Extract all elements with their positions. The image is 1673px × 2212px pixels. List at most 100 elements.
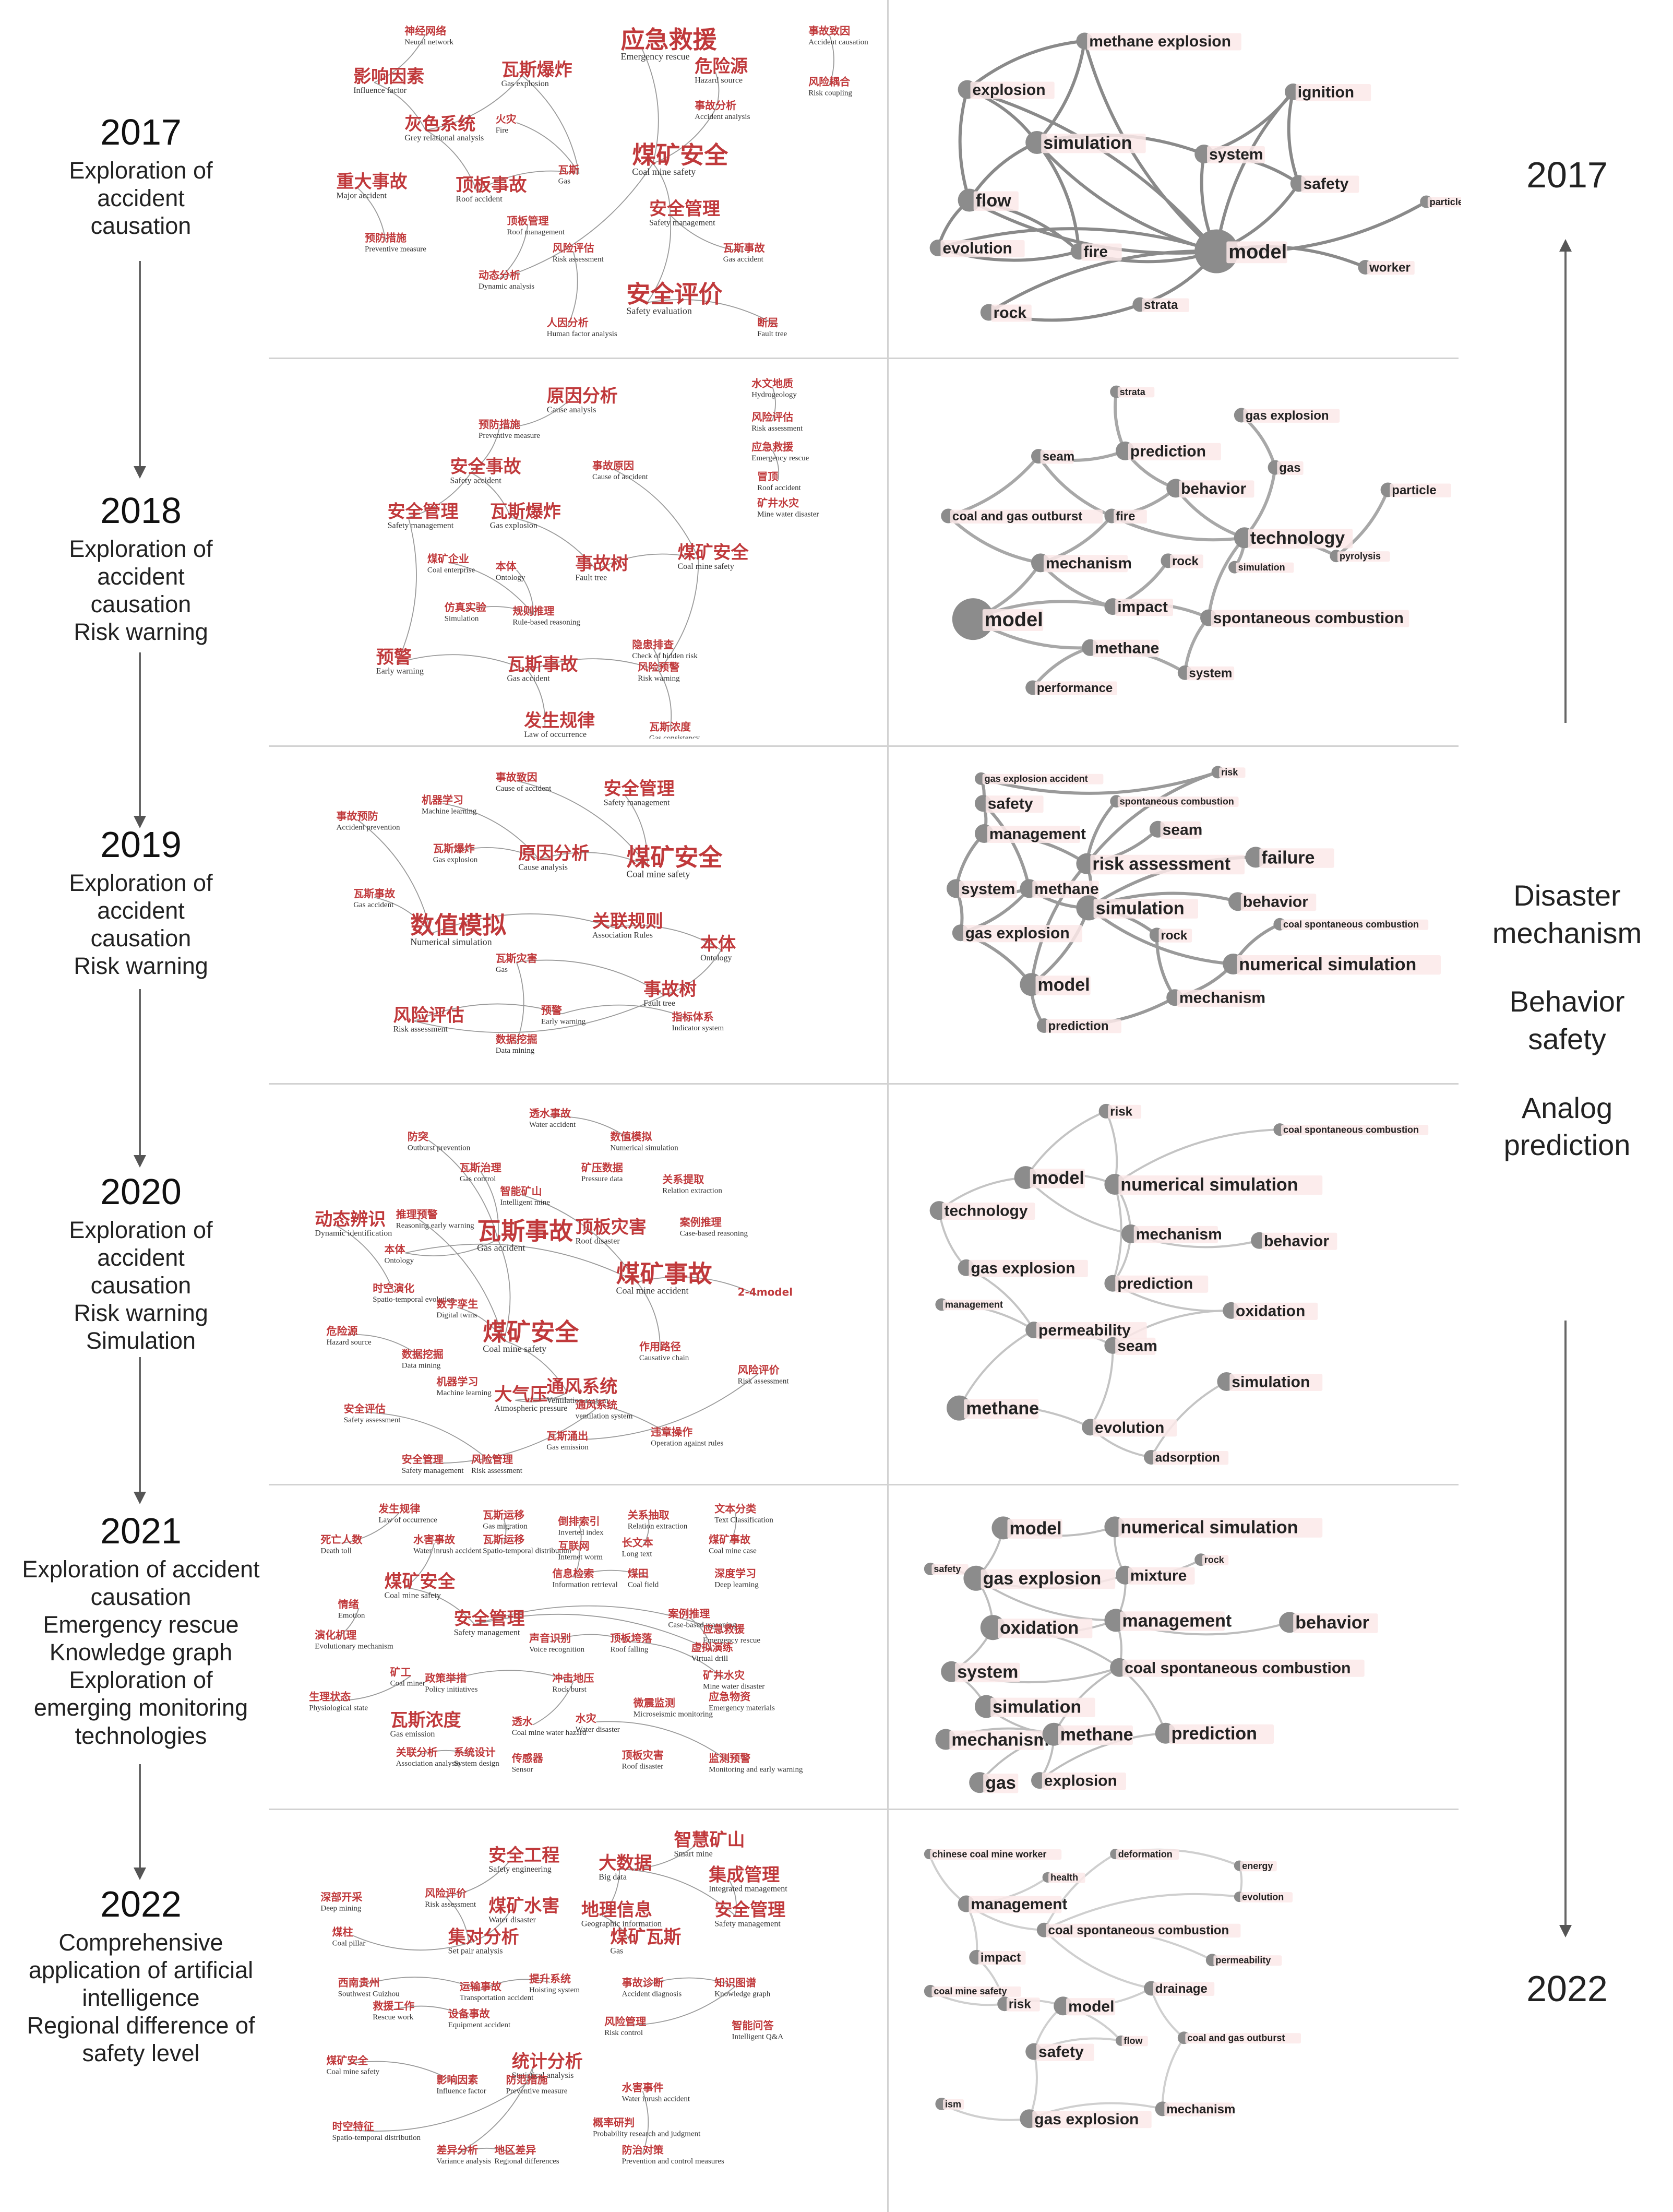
end-year-label: 2022	[1526, 1968, 1608, 2009]
keyword-en-label: Gas accident	[723, 255, 764, 264]
keyword-zh-label: 瓦斯浓度	[649, 720, 691, 733]
keyword-en-label: Gas	[610, 1947, 623, 1956]
keyword-zh-label: 顶板事故	[456, 175, 527, 196]
theme-line: mechanism	[1492, 916, 1642, 949]
network-node: safety	[924, 1562, 969, 1575]
network-node: spontaneous combustion	[1200, 609, 1409, 627]
year-description-line: accident	[97, 563, 185, 590]
keyword-en-label: Gas	[496, 966, 508, 974]
keyword-link	[453, 847, 540, 860]
keyword-en-label: Cause of accident	[496, 784, 552, 793]
network-node-label-bg	[955, 1662, 1020, 1683]
network-node-label-bg	[1036, 2043, 1094, 2061]
network-node: safety	[1025, 2043, 1094, 2061]
keyword-link	[347, 2061, 458, 2084]
network-node-label: seam	[1163, 821, 1203, 838]
network-node: mechanism	[1121, 1224, 1222, 1243]
year-description-line: causation	[90, 925, 192, 952]
keyword-zh-label: 关联分析	[396, 1746, 438, 1758]
keyword-link	[688, 1616, 713, 1651]
keyword-en-label: Gas emission	[546, 1443, 589, 1452]
network-edge	[1161, 2037, 1185, 2110]
keyword-zh-label: 煤柱	[332, 1926, 353, 1939]
network-node-label-bg	[982, 609, 1044, 631]
theme-line: safety	[1528, 1022, 1606, 1056]
network-edge	[1287, 90, 1300, 185]
keyword-zh-label: 顶板垮落	[610, 1632, 652, 1645]
keyword-zh-label: 安全管理	[402, 1453, 444, 1466]
keyword-zh-label: 情绪	[338, 1598, 359, 1611]
keyword-zh-label: 矿工	[390, 1666, 411, 1678]
keyword-en-label: Risk assessment	[751, 424, 803, 433]
network-node: simulation	[975, 1695, 1095, 1718]
keyword-zh-label: 顶板灾害	[622, 1749, 664, 1762]
keyword-link	[619, 1845, 696, 1870]
keyword-zh-label: 预警	[541, 1004, 562, 1016]
keyword-en-label: Roof management	[507, 228, 565, 236]
keyword-en-label: Risk assessment	[425, 1900, 476, 1909]
keyword-en-label: Gas	[558, 177, 570, 186]
network-node-label-bg	[1043, 555, 1128, 573]
network-edge	[1105, 1110, 1118, 1185]
year-description-line: causation	[90, 1272, 192, 1299]
network-node-label-bg	[1367, 261, 1415, 275]
keyword-zh-label: 顶板管理	[507, 215, 549, 227]
keyword-link	[335, 1224, 395, 1292]
keyword-en-label: Gas explosion	[433, 855, 478, 864]
keyword-en-label: Geographic information	[581, 1919, 662, 1928]
keyword-en-label: Safety management	[454, 1628, 520, 1637]
keyword-zh-label: 瓦斯爆炸	[433, 842, 475, 854]
keyword-link	[499, 224, 529, 279]
keyword-en-label: Gas accident	[477, 1242, 525, 1253]
keyword-zh-label: 动态辨识	[315, 1209, 386, 1230]
network-node: permeability	[1205, 1954, 1282, 1967]
year-description-line: Exploration of accident	[22, 1556, 260, 1583]
keyword-en-label: Coal mine accident	[616, 1285, 689, 1295]
keyword-links	[396, 387, 780, 731]
keyword-zh-label: 风险预警	[638, 661, 679, 673]
network-node: fire	[1104, 508, 1147, 524]
network-node-label: explosion	[973, 81, 1046, 99]
network-node-label-bg	[998, 1619, 1093, 1638]
keyword-zh-label: 事故树	[575, 554, 628, 575]
keyword-en-label: Gas control	[460, 1175, 496, 1183]
keyword-link	[658, 558, 699, 671]
keyword-link	[341, 1512, 400, 1544]
network-node-label: rock	[1161, 929, 1188, 943]
keyword-links	[330, 1512, 737, 1763]
keyword-en-label: Physiological state	[309, 1704, 368, 1712]
row-divider	[269, 745, 1459, 747]
keyword-en-label: Fault tree	[757, 330, 787, 338]
keyword-en-label: Roof accident	[456, 195, 503, 204]
keyword-zh-label: 风险耦合	[808, 76, 851, 88]
keyword-link	[715, 72, 720, 110]
keyword-en-label: Relation extraction	[662, 1186, 722, 1195]
keyword-link	[414, 994, 665, 1033]
network-node: coal spontaneous combustion	[1273, 918, 1429, 931]
row-divider	[269, 1083, 1459, 1085]
keyword-zh-label: 大数据	[599, 1853, 652, 1874]
keyword-en-label: Dynamic analysis	[479, 282, 534, 291]
network-node-label-bg	[1226, 241, 1287, 264]
network-node: pyrolysis	[1330, 550, 1390, 563]
keyword-link	[515, 1398, 672, 1436]
network-node: evolution	[929, 240, 1025, 257]
keyword-link	[480, 1979, 551, 1991]
